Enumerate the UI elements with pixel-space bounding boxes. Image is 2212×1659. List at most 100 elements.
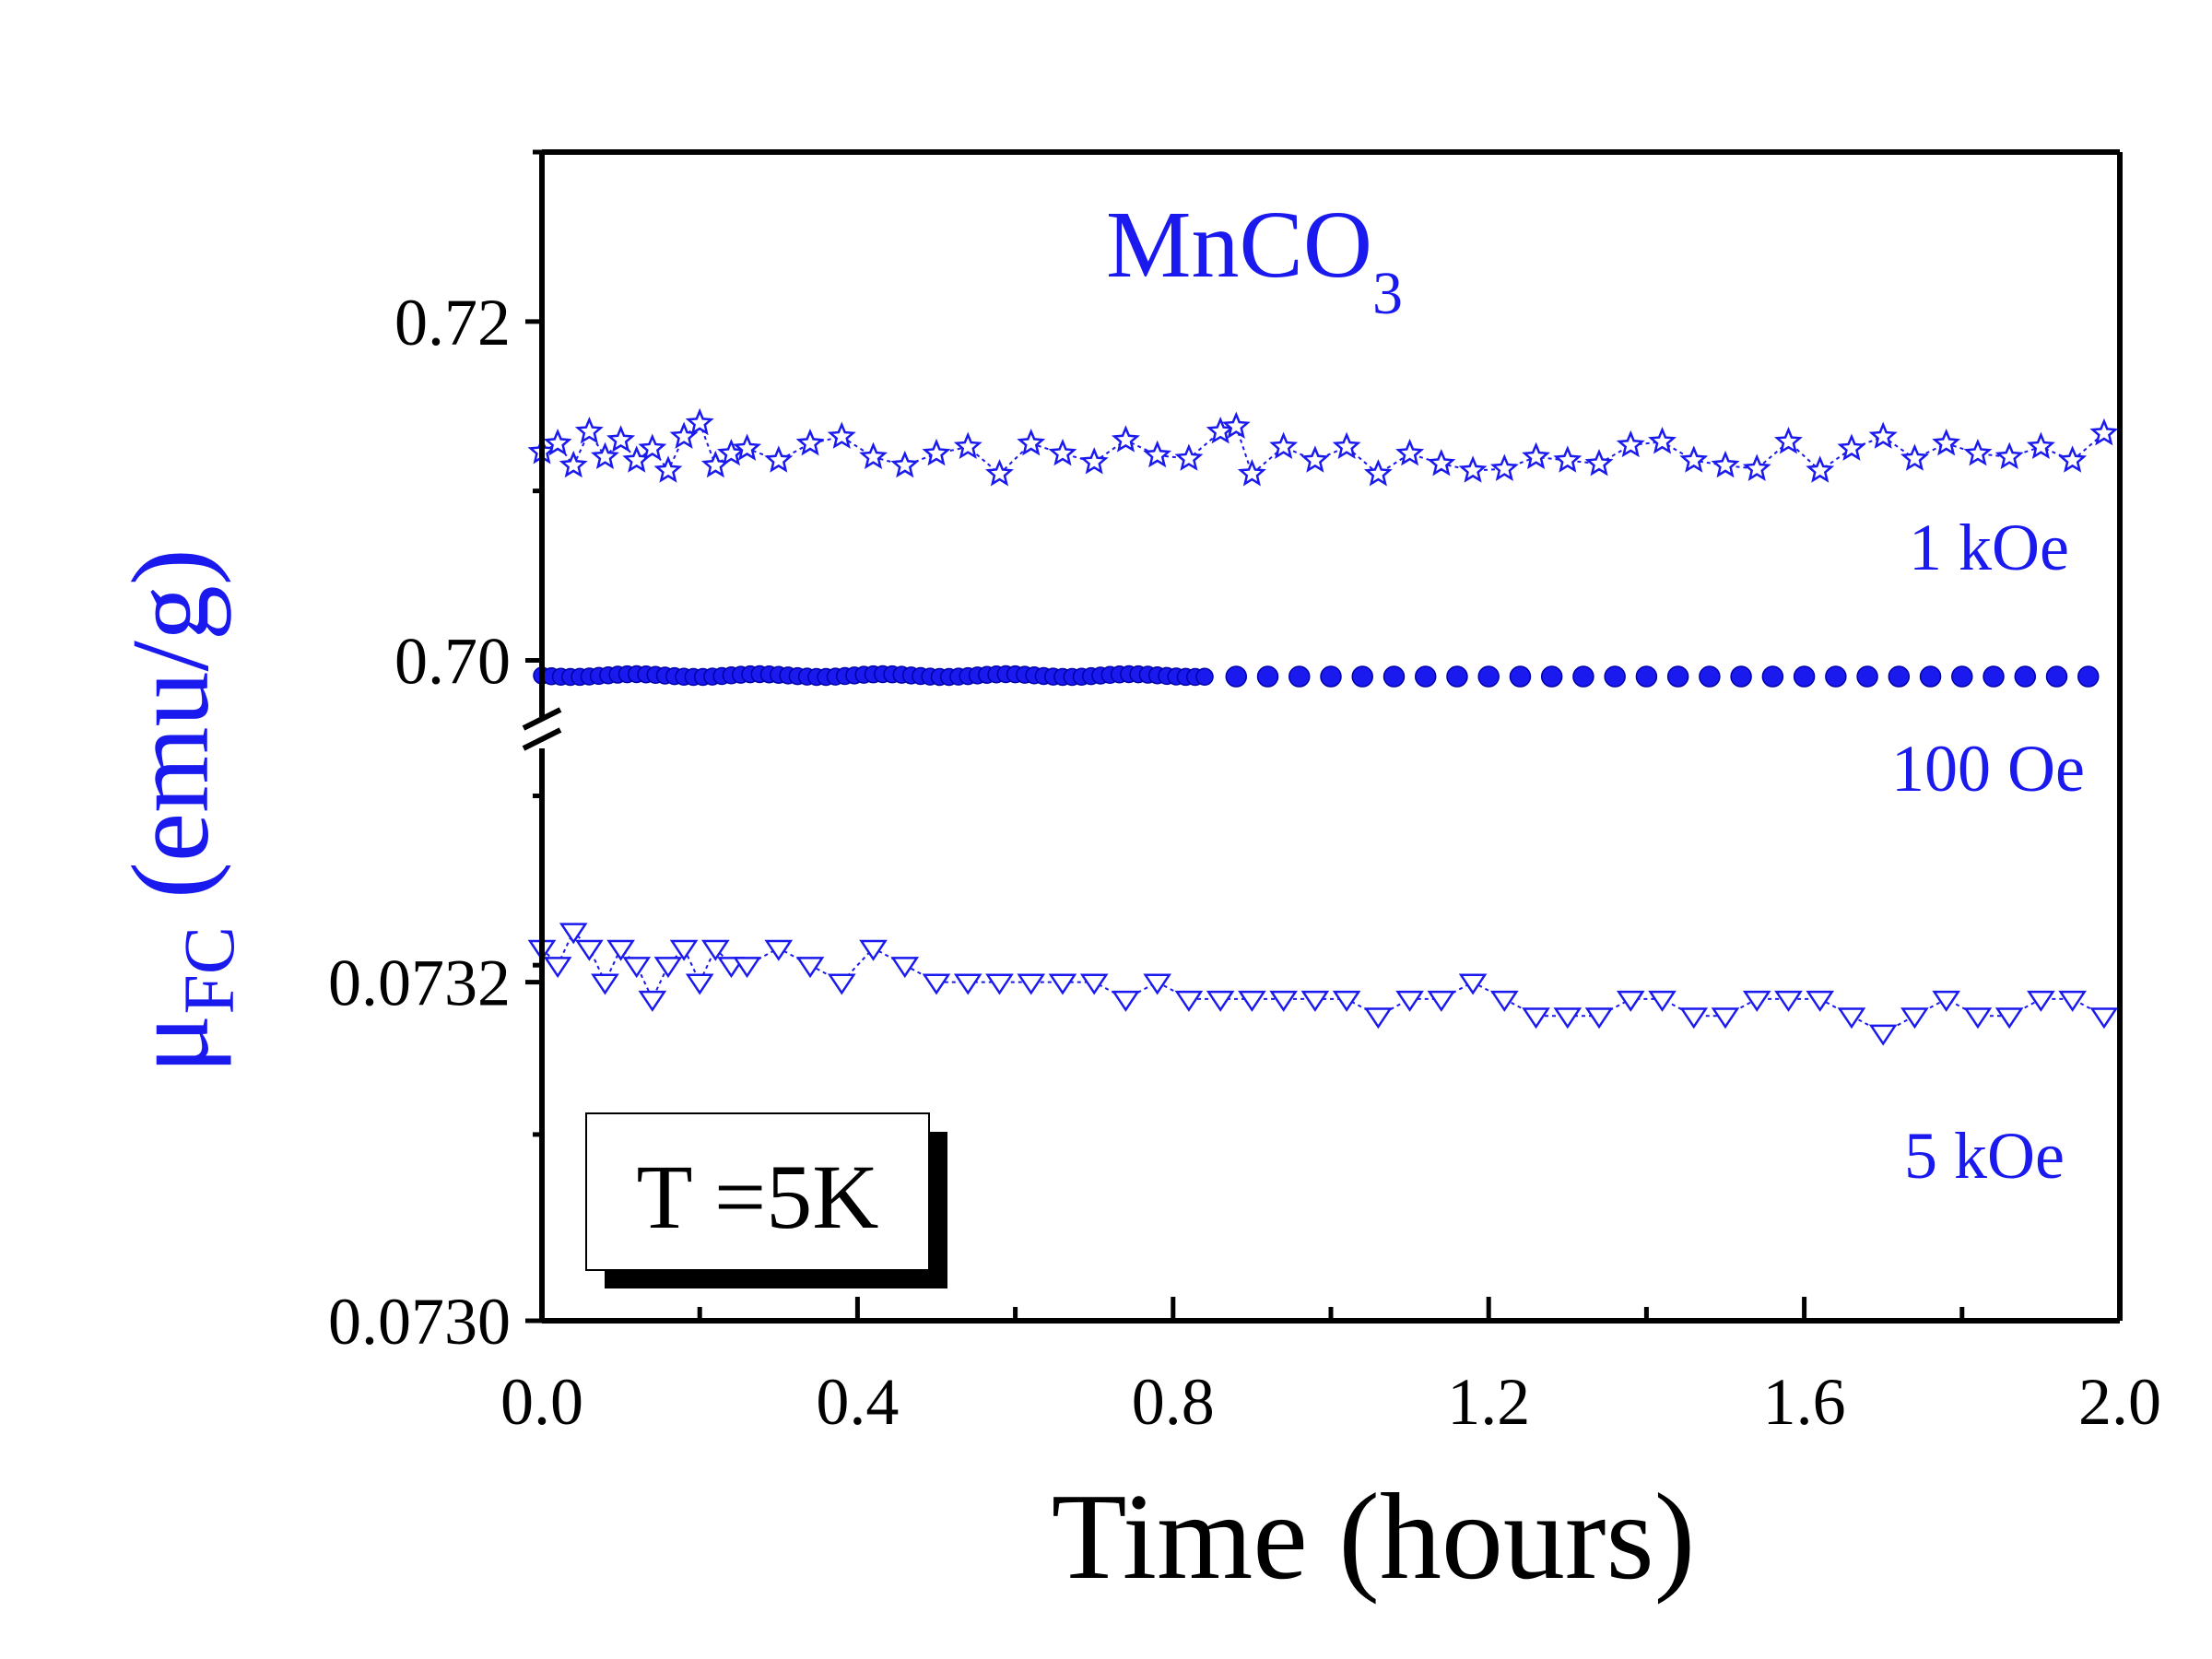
- data-point-5koe: [575, 939, 604, 961]
- data-point-100oe: [2014, 665, 2037, 688]
- data-point-100oe: [1730, 665, 1752, 688]
- data-point-1koe: [574, 417, 604, 444]
- y-tick-label-lower: 0.0732: [328, 947, 511, 1020]
- data-point-1koe: [1679, 445, 1709, 473]
- series-100oe: [533, 665, 2100, 688]
- data-point-100oe: [1288, 665, 1311, 688]
- data-point-1koe: [1868, 421, 1898, 449]
- data-point-5koe: [733, 957, 761, 979]
- data-point-100oe: [1477, 665, 1500, 688]
- data-point-5koe: [1522, 1007, 1550, 1030]
- data-point-1koe: [1806, 455, 1835, 483]
- data-point-5koe: [543, 957, 572, 979]
- x-axis-label: Time (hours): [1052, 1468, 1696, 1605]
- data-point-100oe: [1699, 665, 1721, 688]
- data-point-1koe: [1048, 438, 1077, 466]
- data-point-5koe: [1711, 1007, 1740, 1030]
- data-point-1koe: [1458, 455, 1488, 483]
- data-point-100oe: [1951, 665, 1973, 688]
- data-point-100oe: [1446, 665, 1468, 688]
- y-tick-label-lower: 0.0730: [328, 1285, 511, 1359]
- data-point-5koe: [559, 923, 588, 945]
- data-point-1koe: [1111, 425, 1140, 453]
- data-point-5koe: [1079, 973, 1109, 995]
- temperature-annotation: T =5K: [585, 1112, 947, 1288]
- data-point-5koe: [1112, 990, 1140, 1012]
- data-point-1koe: [685, 407, 714, 436]
- data-point-5koe: [1774, 990, 1803, 1012]
- data-point-5koe: [1806, 990, 1835, 1012]
- data-point-1koe: [2026, 431, 2055, 460]
- x-tick-label: 0.8: [1132, 1365, 1215, 1439]
- data-point-1koe: [543, 428, 572, 456]
- y-axis-label-subscript: FC: [169, 926, 249, 1014]
- data-point-1koe: [859, 441, 888, 470]
- data-point-1koe: [1616, 429, 1645, 458]
- series-layer: [527, 407, 2119, 1046]
- data-point-1koe: [1711, 450, 1740, 478]
- tick-labels: 0.0 0.4 0.8 1.2 1.6 2.0 0.72 0.70 0.0732 0.0730: [328, 286, 2161, 1439]
- data-point-1koe: [1143, 440, 1172, 468]
- data-point-1koe: [1932, 428, 1961, 456]
- data-point-1koe: [1221, 411, 1251, 439]
- data-point-1koe: [1994, 441, 2024, 470]
- data-point-100oe: [1509, 665, 1532, 688]
- data-point-5koe: [1300, 990, 1330, 1012]
- data-point-1koe: [985, 459, 1014, 487]
- data-point-1koe: [1017, 428, 1046, 456]
- data-point-5koe: [1932, 990, 1961, 1012]
- data-point-5koe: [922, 973, 951, 995]
- data-point-5koe: [2089, 1007, 2119, 1030]
- data-point-100oe: [1540, 665, 1563, 688]
- data-point-5koe: [1395, 990, 1424, 1012]
- data-point-5koe: [1364, 1007, 1393, 1030]
- data-point-1koe: [1837, 433, 1866, 461]
- chart-title-main: MnCO: [1106, 192, 1372, 298]
- data-point-5koe: [1269, 990, 1298, 1012]
- chart-title: MnCO3: [1106, 192, 1403, 327]
- data-point-100oe: [1793, 665, 1816, 688]
- data-point-5koe: [1489, 990, 1519, 1012]
- data-point-5koe: [1332, 990, 1361, 1012]
- data-point-5koe: [700, 939, 730, 961]
- data-point-1koe: [1332, 431, 1361, 460]
- data-point-5koe: [953, 973, 982, 995]
- series-label-100oe: 100 Oe: [1891, 732, 2085, 806]
- data-point-5koe: [1616, 990, 1645, 1012]
- data-point-1koe: [1900, 443, 1929, 471]
- data-point-5koe: [795, 957, 825, 979]
- data-point-5koe: [653, 957, 683, 979]
- data-point-5koe: [685, 973, 714, 995]
- data-point-5koe: [606, 939, 635, 961]
- data-point-5koe: [1238, 990, 1266, 1012]
- data-point-5koe: [1458, 973, 1488, 995]
- data-point-5koe: [1868, 1024, 1898, 1046]
- data-point-100oe: [1888, 665, 1911, 688]
- data-point-1koe: [1427, 448, 1456, 477]
- data-point-100oe: [1351, 665, 1373, 688]
- data-point-1koe: [890, 450, 920, 478]
- data-point-1koe: [2089, 418, 2119, 446]
- data-point-5koe: [1427, 990, 1456, 1012]
- x-tick-label: 1.6: [1763, 1365, 1846, 1439]
- data-point-1koe: [1174, 443, 1204, 471]
- data-point-5koe: [2027, 990, 2055, 1012]
- data-point-5koe: [669, 939, 699, 961]
- data-point-5koe: [1994, 1007, 2024, 1030]
- series-label-1koe: 1 kOe: [1909, 511, 2069, 584]
- data-point-5koe: [1742, 990, 1771, 1012]
- data-point-1koe: [795, 428, 825, 456]
- y-axis-label-units: (emu/g): [109, 548, 231, 926]
- axis-break-mark: [522, 727, 562, 751]
- data-point-1koe: [1742, 453, 1771, 481]
- data-point-100oe: [2045, 665, 2068, 688]
- data-point-100oe: [1983, 665, 2005, 688]
- data-point-5koe: [2058, 990, 2087, 1012]
- data-point-1koe: [2058, 445, 2088, 473]
- annotation-box: [585, 1112, 930, 1271]
- data-point-1koe: [653, 455, 683, 483]
- series-label-5koe: 5 kOe: [1904, 1119, 2065, 1193]
- data-point-1koe: [1522, 441, 1550, 470]
- data-point-1koe: [953, 431, 982, 460]
